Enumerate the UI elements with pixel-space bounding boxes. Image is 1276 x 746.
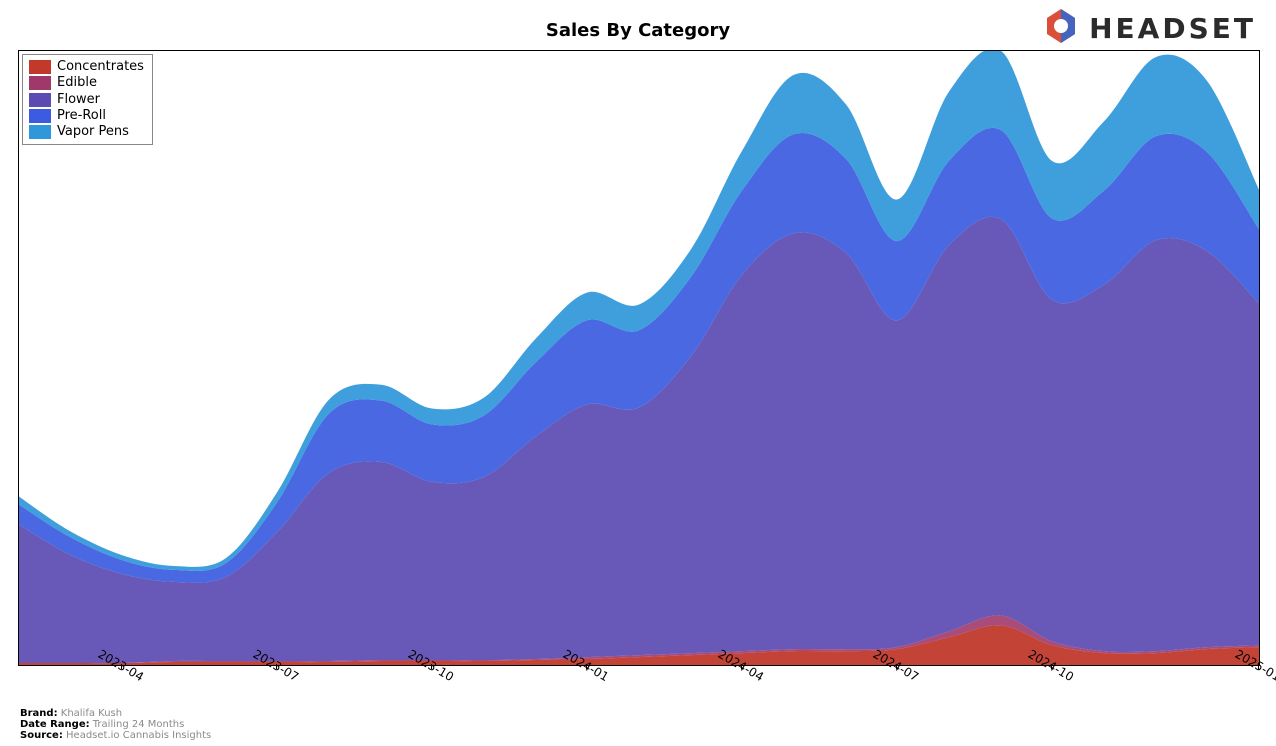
legend-item: Pre-Roll — [29, 108, 144, 124]
brand-logo-text: HEADSET — [1089, 12, 1256, 45]
chart-footer: Brand: Khalifa KushDate Range: Trailing … — [20, 708, 211, 741]
legend-label: Concentrates — [57, 59, 144, 75]
legend-item: Flower — [29, 92, 144, 108]
x-tick-mark — [276, 664, 277, 669]
legend-swatch — [29, 60, 51, 74]
plot-area — [18, 50, 1260, 666]
legend-swatch — [29, 76, 51, 90]
legend-label: Edible — [57, 75, 97, 91]
legend-swatch — [29, 93, 51, 107]
x-tick-mark — [896, 664, 897, 669]
x-tick-mark — [1051, 664, 1052, 669]
legend-label: Pre-Roll — [57, 108, 106, 124]
footer-line: Date Range: Trailing 24 Months — [20, 719, 211, 730]
legend-swatch — [29, 125, 51, 139]
brand-logo: HEADSET — [1041, 6, 1256, 50]
legend-item: Concentrates — [29, 59, 144, 75]
x-tick-mark — [741, 664, 742, 669]
headset-icon — [1041, 6, 1081, 50]
footer-label: Date Range: — [20, 719, 90, 730]
x-tick-mark — [586, 664, 587, 669]
footer-label: Source: — [20, 730, 63, 741]
footer-value: Headset.io Cannabis Insights — [63, 730, 211, 741]
x-tick-mark — [431, 664, 432, 669]
x-tick-mark — [121, 664, 122, 669]
stacked-area-chart — [19, 51, 1259, 665]
legend-swatch — [29, 109, 51, 123]
chart-page: Sales By Category HEADSET ConcentratesEd… — [0, 0, 1276, 746]
legend: ConcentratesEdibleFlowerPre-RollVapor Pe… — [22, 54, 153, 145]
footer-value: Trailing 24 Months — [90, 719, 185, 730]
legend-item: Vapor Pens — [29, 124, 144, 140]
footer-line: Source: Headset.io Cannabis Insights — [20, 730, 211, 741]
x-tick-mark — [1258, 664, 1259, 669]
legend-item: Edible — [29, 75, 144, 91]
footer-line: Brand: Khalifa Kush — [20, 708, 211, 719]
footer-label: Brand: — [20, 708, 58, 719]
legend-label: Flower — [57, 92, 100, 108]
chart-title-text: Sales By Category — [546, 20, 730, 41]
legend-label: Vapor Pens — [57, 124, 129, 140]
footer-value: Khalifa Kush — [58, 708, 123, 719]
